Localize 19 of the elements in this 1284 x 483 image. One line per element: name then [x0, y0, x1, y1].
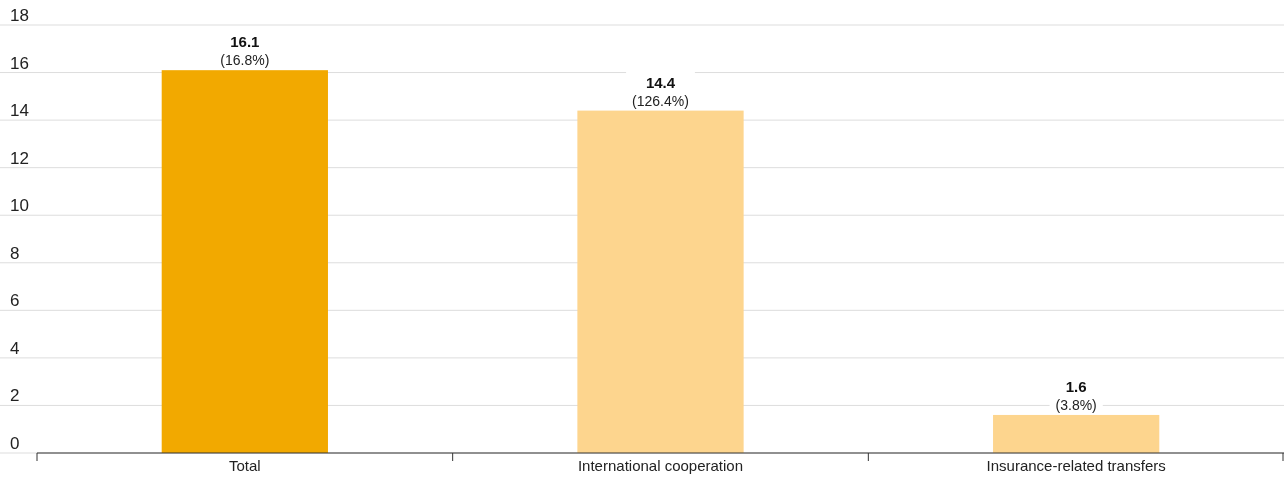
data-label: 1.6	[1065, 377, 1087, 395]
y-tick-label: 2	[10, 386, 20, 406]
x-tick-label: Insurance-related transfers	[986, 457, 1166, 474]
data-label: 14.4	[645, 73, 676, 91]
y-tick-label: 16	[10, 53, 29, 73]
y-tick-label: 10	[10, 196, 29, 216]
annotation: (3.8%)	[1055, 396, 1097, 413]
annotation: (126.4%)	[632, 92, 689, 109]
x-tick-label: International cooperation	[577, 457, 744, 474]
x-tick-label: Total	[228, 457, 261, 474]
y-tick-label: 14	[10, 101, 29, 121]
y-tick-label: 6	[10, 291, 20, 311]
y-tick-label: 0	[10, 434, 20, 453]
y-tick-label: 18	[10, 6, 29, 25]
y-tick-label: 4	[10, 338, 20, 358]
annotation: (16.8%)	[220, 52, 270, 69]
y-tick-label: 8	[10, 243, 20, 263]
data-label: 16.1	[230, 33, 260, 51]
y-tick-label: 12	[10, 148, 29, 168]
